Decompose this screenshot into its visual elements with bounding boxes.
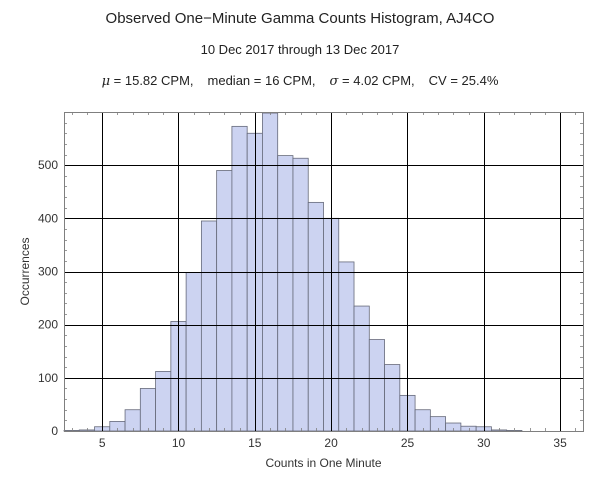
x-tick-label: 10 (172, 436, 186, 450)
y-tick-label: 200 (38, 318, 58, 332)
x-axis-label: Counts in One Minute (265, 456, 381, 470)
y-tick-label: 300 (38, 265, 58, 279)
histogram-bar (414, 409, 431, 432)
x-tick-label: 5 (99, 436, 106, 450)
x-tick-label: 35 (553, 436, 567, 450)
median-stat: median = 16 CPM, (207, 73, 316, 88)
histogram-bar (78, 429, 95, 432)
histogram-bar (185, 272, 202, 432)
x-tick-label: 15 (248, 436, 262, 450)
y-tick-label: 100 (38, 371, 58, 385)
chart-subtitle: 10 Dec 2017 through 13 Dec 2017 (200, 42, 400, 57)
histogram-bar (231, 125, 248, 432)
x-tick-label: 20 (324, 436, 338, 450)
chart-title: Observed One−Minute Gamma Counts Histogr… (105, 10, 495, 27)
mean-stat: = 15.82 CPM, (110, 73, 194, 88)
chart-stats-line: μ = 15.82 CPM, median = 16 CPM, σ = 4.02 C… (0, 73, 600, 89)
sigma-stat: = 4.02 CPM, (338, 73, 415, 88)
histogram-bar (368, 339, 385, 432)
y-tick-label: 500 (38, 158, 58, 172)
axis-ticks: 5 10 15 20 25 30 35 0 100 200 300 400 500 (38, 112, 583, 450)
histogram-bar (384, 364, 401, 432)
histogram-bar (292, 157, 309, 432)
histogram-bar (277, 155, 294, 432)
cv-stat: CV = 25.4% (428, 73, 499, 88)
x-tick-label: 25 (401, 436, 415, 450)
histogram-bar (155, 371, 172, 432)
histogram-bar (307, 201, 324, 432)
sigma-symbol: σ (329, 74, 339, 89)
histogram-bar (475, 426, 492, 432)
mu-symbol: μ (101, 74, 111, 89)
histogram-bar (491, 429, 508, 432)
histogram-bar (139, 388, 156, 432)
y-tick-label: 400 (38, 211, 58, 225)
plot-frame (64, 112, 584, 432)
histogram-bar (63, 430, 80, 432)
grid-lines (64, 112, 583, 431)
bars-group (63, 112, 523, 432)
histogram-bar (124, 409, 141, 432)
histogram-bar (246, 132, 263, 432)
y-tick-label: 0 (51, 424, 58, 438)
x-tick-label: 30 (477, 436, 491, 450)
histogram-bar (353, 305, 370, 432)
histogram-bar (338, 261, 355, 432)
histogram-bar (216, 170, 233, 432)
histogram-bar (460, 425, 477, 432)
y-axis-label: Occurrences (18, 237, 32, 305)
histogram-bar (429, 416, 447, 432)
